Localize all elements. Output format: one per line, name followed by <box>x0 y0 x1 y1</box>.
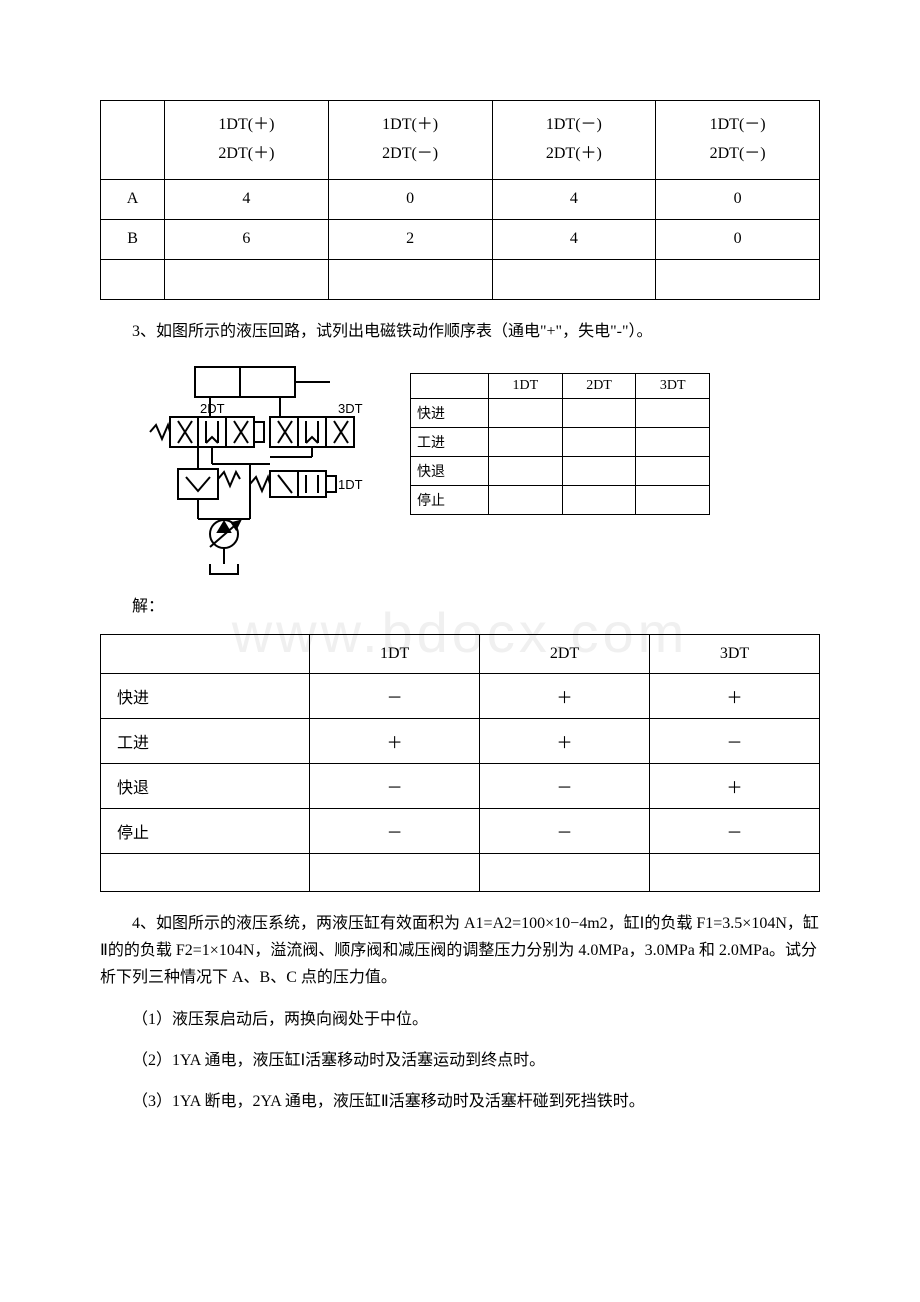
q4-sub3: （3）1YA 断电，2YA 通电，液压缸Ⅱ活塞移动时及活塞杆碰到死挡铁时。 <box>100 1088 820 1115</box>
cell: 停止 <box>101 808 310 853</box>
table-row <box>101 259 820 299</box>
cell <box>328 259 492 299</box>
cell: 4 <box>492 219 656 259</box>
cell <box>480 853 650 891</box>
table-row: 停止 <box>411 485 710 514</box>
cell: 3DT <box>636 373 710 398</box>
cell: ＋ <box>480 718 650 763</box>
table-row: 1DT(＋) 2DT(＋) 1DT(＋) 2DT(－) 1DT(－) 2DT(＋… <box>101 101 820 180</box>
cell: 3DT <box>650 634 820 673</box>
table-row: 快退 － － ＋ <box>101 763 820 808</box>
cell: － <box>310 808 480 853</box>
cell: － <box>480 808 650 853</box>
label-2dt: 2DT <box>200 401 225 416</box>
cell: 停止 <box>411 485 489 514</box>
table-row: 1DT 2DT 3DT <box>411 373 710 398</box>
cell: － <box>310 763 480 808</box>
cell: 快进 <box>101 673 310 718</box>
cell: 工进 <box>411 427 489 456</box>
cell: － <box>650 718 820 763</box>
table-row: 停止 － － － <box>101 808 820 853</box>
q4-sub1: （1）液压泵启动后，两换向阀处于中位。 <box>100 1006 820 1033</box>
cell: － <box>310 673 480 718</box>
cell: － <box>480 763 650 808</box>
table-row: 快进 <box>411 398 710 427</box>
cell: 快进 <box>411 398 489 427</box>
cell: 4 <box>165 179 329 219</box>
table-row: 工进 ＋ ＋ － <box>101 718 820 763</box>
cell: 工进 <box>101 718 310 763</box>
cell <box>650 853 820 891</box>
q4-prompt: 4、如图所示的液压系统，两液压缸有效面积为 A1=A2=100×10−4m2，缸… <box>100 910 820 992</box>
cell: ＋ <box>650 673 820 718</box>
table-row: 工进 <box>411 427 710 456</box>
cell <box>101 259 165 299</box>
cell: 2DT <box>562 373 636 398</box>
table-row: 快进 － ＋ ＋ <box>101 673 820 718</box>
hydraulic-circuit-diagram: 2DT 3DT 1DT <box>100 359 370 579</box>
cell <box>492 259 656 299</box>
cell: 1DT <box>310 634 480 673</box>
q3-solution-label: 解： <box>100 593 820 620</box>
cell: B <box>101 219 165 259</box>
table-row: 1DT 2DT 3DT <box>101 634 820 673</box>
cell <box>411 373 489 398</box>
cell <box>165 259 329 299</box>
q3-blank-table: 1DT 2DT 3DT 快进 工进 快退 停止 <box>410 373 710 515</box>
cell: ＋ <box>310 718 480 763</box>
table-row: B 6 2 4 0 <box>101 219 820 259</box>
label-1dt: 1DT <box>338 477 363 492</box>
cell: 1DT(－) 2DT(－) <box>656 101 820 180</box>
cell: 0 <box>656 219 820 259</box>
cell: － <box>650 808 820 853</box>
cell: 1DT(－) 2DT(＋) <box>492 101 656 180</box>
table-row <box>101 853 820 891</box>
cell: 0 <box>656 179 820 219</box>
cell <box>656 259 820 299</box>
cell: 2 <box>328 219 492 259</box>
table-dt-states: 1DT(＋) 2DT(＋) 1DT(＋) 2DT(－) 1DT(－) 2DT(＋… <box>100 100 820 300</box>
cell <box>101 853 310 891</box>
label-3dt: 3DT <box>338 401 363 416</box>
cell: 快退 <box>411 456 489 485</box>
cell: A <box>101 179 165 219</box>
cell: 0 <box>328 179 492 219</box>
cell: 快退 <box>101 763 310 808</box>
table-row: A 4 0 4 0 <box>101 179 820 219</box>
cell: ＋ <box>480 673 650 718</box>
cell: 2DT <box>480 634 650 673</box>
cell: 6 <box>165 219 329 259</box>
table-row: 快退 <box>411 456 710 485</box>
cell <box>101 101 165 180</box>
q4-sub2: （2）1YA 通电，液压缸Ⅰ活塞移动时及活塞运动到终点时。 <box>100 1047 820 1074</box>
q3-figure-row: 2DT 3DT 1DT 1DT 2DT 3DT 快进 工进 快退 停止 <box>100 359 820 579</box>
q3-answer-table: 1DT 2DT 3DT 快进 － ＋ ＋ 工进 ＋ ＋ － 快退 － － ＋ 停… <box>100 634 820 892</box>
cell <box>101 634 310 673</box>
cell: ＋ <box>650 763 820 808</box>
cell: 1DT(＋) 2DT(＋) <box>165 101 329 180</box>
cell: 4 <box>492 179 656 219</box>
cell: 1DT <box>489 373 563 398</box>
cell: 1DT(＋) 2DT(－) <box>328 101 492 180</box>
q3-prompt: 3、如图所示的液压回路，试列出电磁铁动作顺序表（通电"+"，失电"-"）。 <box>100 318 820 345</box>
cell <box>310 853 480 891</box>
